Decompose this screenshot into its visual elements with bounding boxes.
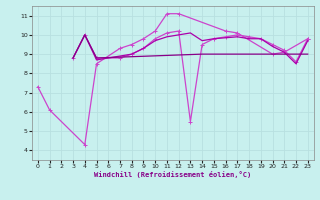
X-axis label: Windchill (Refroidissement éolien,°C): Windchill (Refroidissement éolien,°C) (94, 171, 252, 178)
